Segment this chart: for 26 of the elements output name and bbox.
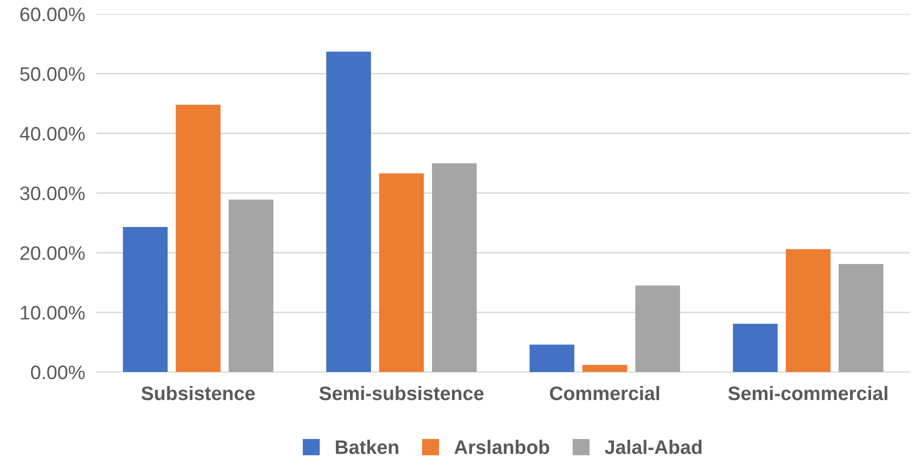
- bar: [786, 249, 831, 372]
- x-tick-label: Semi-commercial: [728, 386, 888, 400]
- bar: [326, 52, 371, 372]
- y-tick-label: 50.00%: [20, 67, 85, 81]
- y-tick-label: 10.00%: [20, 306, 85, 320]
- bar: [838, 264, 884, 372]
- legend-label: Arslanbob: [454, 440, 550, 454]
- y-tick-label: 0.00%: [31, 366, 85, 380]
- bar: [379, 173, 424, 372]
- y-tick-label: 30.00%: [20, 186, 85, 200]
- bar: [732, 324, 778, 372]
- bar: [530, 344, 574, 372]
- bar: [432, 163, 477, 372]
- x-tick-label: Commercial: [550, 386, 660, 400]
- bar: [122, 227, 168, 372]
- y-tick-label: 40.00%: [20, 126, 85, 141]
- y-tick-label: 20.00%: [20, 246, 85, 260]
- legend-label: Jalal-Abad: [604, 440, 702, 454]
- bar: [635, 286, 680, 372]
- bar: [228, 200, 274, 372]
- bar: [582, 364, 628, 372]
- y-tick-label: 60.00%: [20, 8, 85, 22]
- x-tick-label: Semi-subsistence: [319, 386, 484, 400]
- legend-label: Batken: [336, 440, 398, 454]
- x-tick-label: Subsistence: [141, 386, 255, 400]
- bar: [176, 104, 221, 372]
